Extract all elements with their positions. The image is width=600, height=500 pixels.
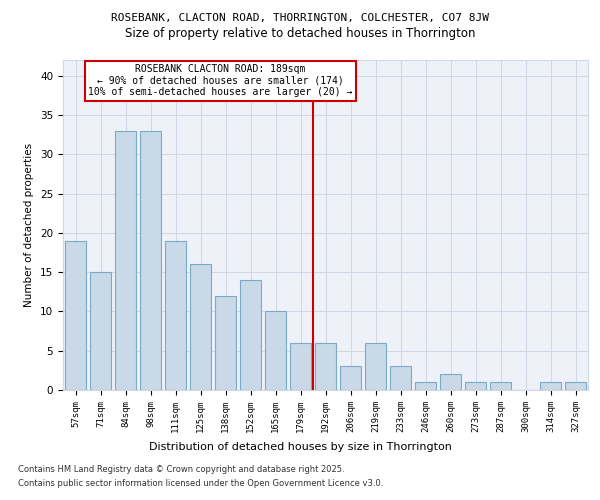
Y-axis label: Number of detached properties: Number of detached properties (25, 143, 34, 307)
Bar (490, 382, 511, 390)
Bar (540, 382, 561, 390)
Bar (390, 366, 411, 390)
Bar (240, 280, 261, 390)
Bar (290, 343, 311, 390)
Bar (140, 130, 161, 390)
Bar (440, 374, 461, 390)
Bar (415, 382, 436, 390)
Bar (115, 130, 136, 390)
Text: Distribution of detached houses by size in Thorrington: Distribution of detached houses by size … (149, 442, 451, 452)
Text: ROSEBANK CLACTON ROAD: 189sqm
← 90% of detached houses are smaller (174)
10% of : ROSEBANK CLACTON ROAD: 189sqm ← 90% of d… (88, 64, 353, 97)
Bar (265, 312, 286, 390)
Bar (65, 240, 86, 390)
Text: ROSEBANK, CLACTON ROAD, THORRINGTON, COLCHESTER, CO7 8JW: ROSEBANK, CLACTON ROAD, THORRINGTON, COL… (111, 12, 489, 22)
Text: Contains public sector information licensed under the Open Government Licence v3: Contains public sector information licen… (18, 479, 383, 488)
Bar (90, 272, 111, 390)
Text: Size of property relative to detached houses in Thorrington: Size of property relative to detached ho… (125, 28, 475, 40)
Text: Contains HM Land Registry data © Crown copyright and database right 2025.: Contains HM Land Registry data © Crown c… (18, 466, 344, 474)
Bar (215, 296, 236, 390)
Bar (565, 382, 586, 390)
Bar (340, 366, 361, 390)
Bar (165, 240, 186, 390)
Bar (190, 264, 211, 390)
Bar (365, 343, 386, 390)
Bar (315, 343, 336, 390)
Bar (465, 382, 486, 390)
